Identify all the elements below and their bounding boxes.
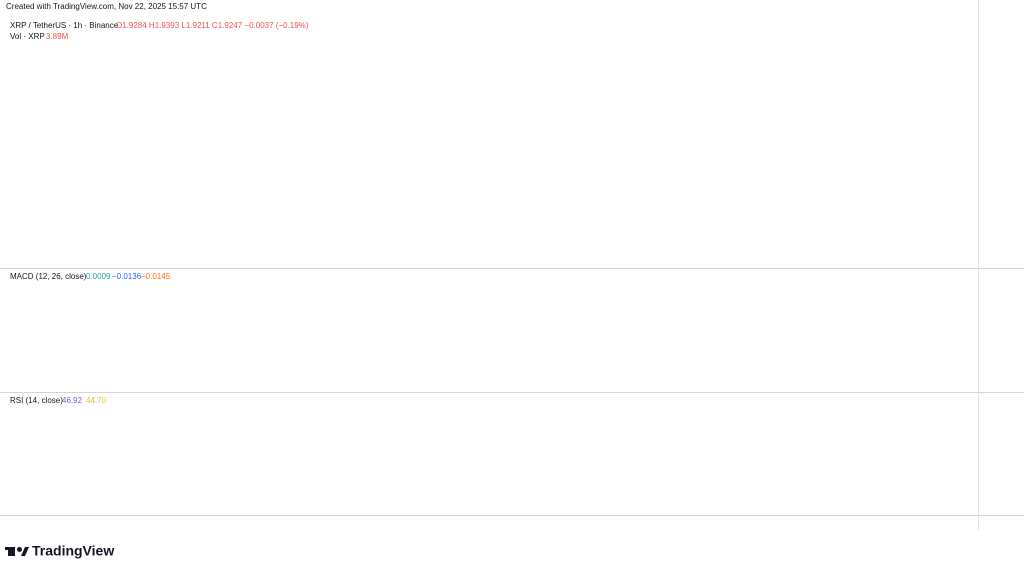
logo-shape — [8, 547, 15, 556]
logo-shape — [17, 547, 22, 552]
rsi-title: RSI (14, close) — [10, 396, 63, 405]
brand: TradingView — [32, 543, 114, 559]
volume-value: 3.89M — [46, 32, 69, 41]
volume-title: Vol · XRP — [10, 32, 45, 41]
macd-signal-value: −0.0145 — [141, 272, 171, 281]
rsi-value: 46.92 — [62, 396, 83, 405]
brand-logo — [5, 547, 29, 556]
rsi-ma-value: 44.70 — [86, 396, 107, 405]
axis-layer — [0, 0, 1024, 530]
macd-value: −0.0136 — [112, 272, 142, 281]
macd-title: MACD (12, 26, close) — [10, 272, 87, 281]
ohlc: O1.9284 H1.9393 L1.9211 C1.9247 −0.0037 … — [116, 21, 309, 30]
macd-hist-value: 0.0009 — [86, 272, 111, 281]
logo-shape — [5, 547, 15, 550]
symbol: XRP / TetherUS · 1h · Binance — [10, 21, 119, 30]
created-note: Created with TradingView.com, Nov 22, 20… — [6, 2, 207, 11]
logo-shape — [21, 547, 29, 556]
price-axis-bg — [978, 0, 1024, 530]
text-layer: Created with TradingView.com, Nov 22, 20… — [5, 2, 309, 559]
